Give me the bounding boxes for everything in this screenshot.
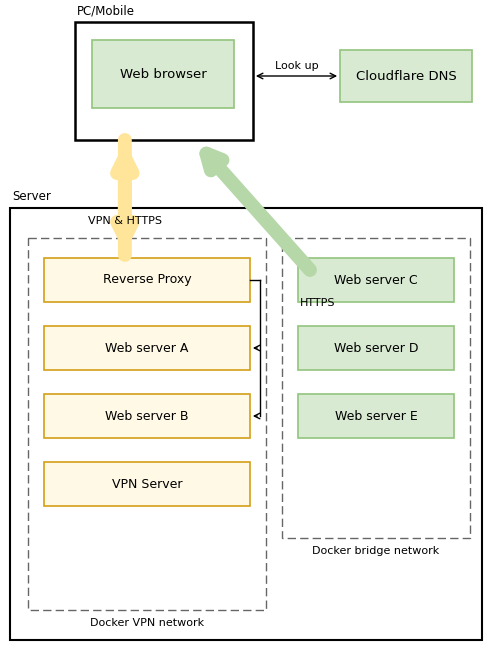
Text: PC/Mobile: PC/Mobile <box>77 4 135 17</box>
Bar <box>44 326 250 370</box>
Text: Web server B: Web server B <box>105 410 189 422</box>
Bar <box>340 50 472 102</box>
Text: Docker bridge network: Docker bridge network <box>312 546 440 556</box>
Bar <box>10 208 482 640</box>
Bar <box>44 394 250 438</box>
Text: Cloudflare DNS: Cloudflare DNS <box>356 69 456 83</box>
Text: Docker VPN network: Docker VPN network <box>90 618 204 628</box>
Text: Reverse Proxy: Reverse Proxy <box>103 273 191 287</box>
Text: Web server A: Web server A <box>105 342 189 354</box>
Text: Server: Server <box>12 190 51 203</box>
Text: Web server E: Web server E <box>334 410 417 422</box>
Text: Web server D: Web server D <box>334 342 418 354</box>
Bar <box>44 462 250 506</box>
Text: Web browser: Web browser <box>120 67 206 81</box>
Bar <box>28 238 266 610</box>
Bar <box>298 394 454 438</box>
Text: Look up: Look up <box>275 61 318 71</box>
Text: VPN & HTTPS: VPN & HTTPS <box>88 215 162 225</box>
Text: Web server C: Web server C <box>334 273 418 287</box>
Bar <box>298 258 454 302</box>
Bar <box>75 22 253 140</box>
Text: HTTPS: HTTPS <box>300 298 335 308</box>
Bar <box>92 40 234 108</box>
Bar <box>298 326 454 370</box>
Bar <box>282 238 470 538</box>
Bar <box>44 258 250 302</box>
Text: VPN Server: VPN Server <box>112 478 182 490</box>
